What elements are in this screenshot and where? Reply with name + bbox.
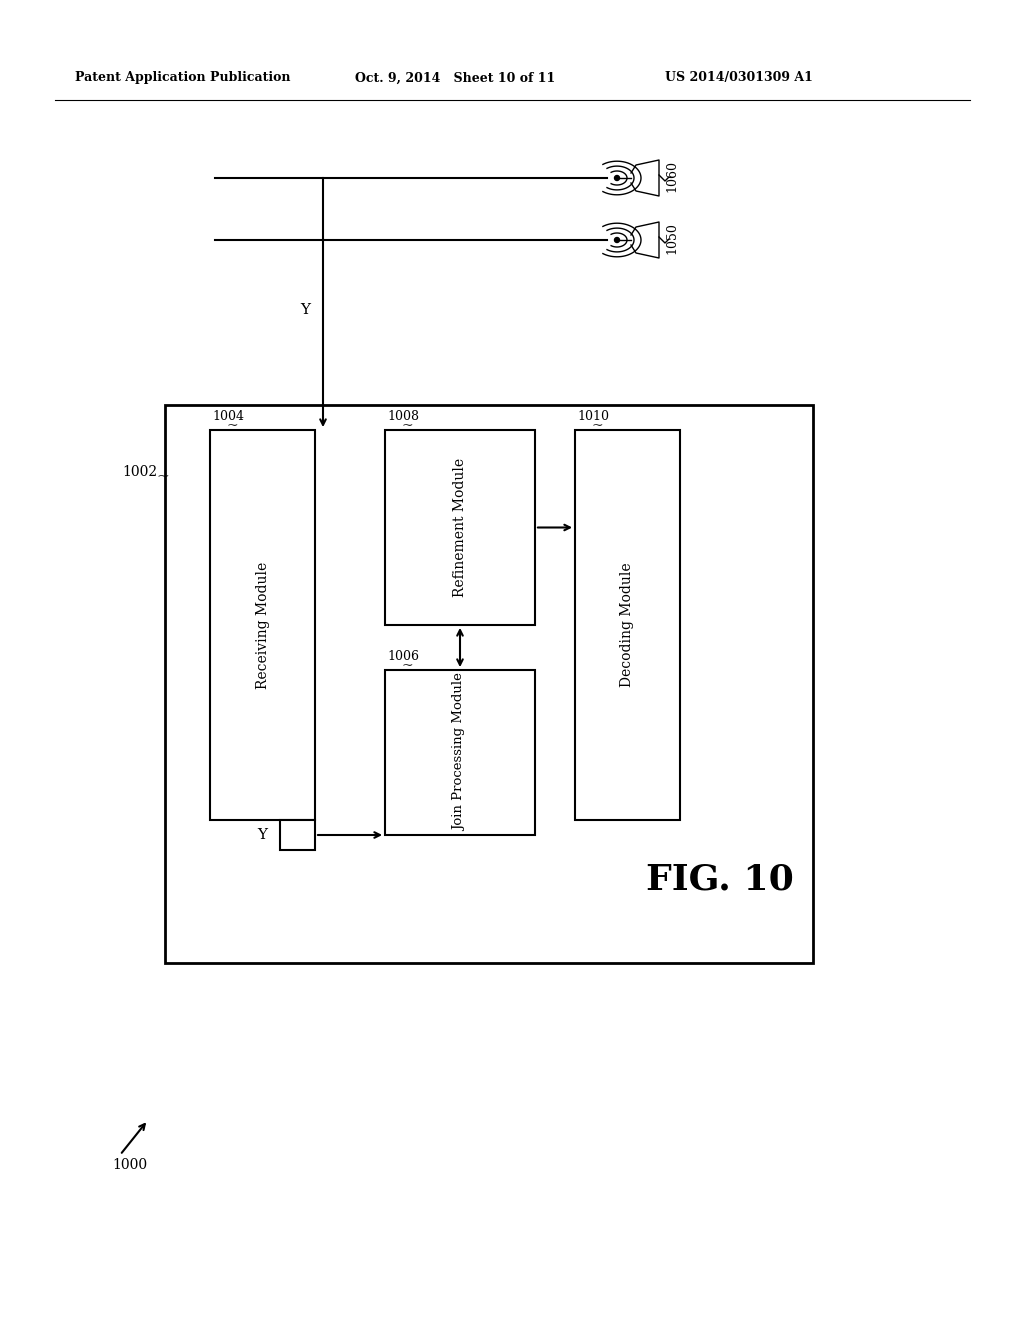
Text: 1050: 1050 [666, 222, 679, 253]
Text: 1006: 1006 [387, 649, 419, 663]
Bar [575, 430, 680, 820]
Text: Refinement Module: Refinement Module [453, 458, 467, 597]
Text: Oct. 9, 2014   Sheet 10 of 11: Oct. 9, 2014 Sheet 10 of 11 [355, 71, 555, 84]
Text: Join Processing Module: Join Processing Module [454, 673, 467, 832]
Text: ~: ~ [226, 418, 238, 433]
Text: ~: ~ [401, 418, 413, 433]
Text: Patent Application Publication: Patent Application Publication [75, 71, 291, 84]
Text: Y: Y [257, 828, 267, 842]
Text: Decoding Module: Decoding Module [621, 562, 635, 688]
Text: ~: ~ [401, 659, 413, 673]
Circle shape [614, 176, 620, 181]
Text: 1004: 1004 [212, 409, 244, 422]
Text: 1008: 1008 [387, 409, 419, 422]
Circle shape [614, 238, 620, 243]
Text: ~: ~ [157, 470, 169, 484]
Text: Receiving Module: Receiving Module [256, 561, 269, 689]
Text: Y: Y [300, 304, 310, 317]
Text: 1010: 1010 [577, 409, 609, 422]
Text: ~: ~ [591, 418, 603, 433]
Text: 1000: 1000 [112, 1158, 147, 1172]
Text: 1002: 1002 [122, 465, 157, 479]
Text: US 2014/0301309 A1: US 2014/0301309 A1 [665, 71, 813, 84]
Bar [280, 820, 315, 850]
Bar [210, 430, 315, 820]
Bar [165, 405, 813, 964]
Bar [385, 430, 535, 624]
Text: FIG. 10: FIG. 10 [646, 863, 794, 898]
Text: 1060: 1060 [666, 160, 679, 191]
Bar [385, 671, 535, 836]
